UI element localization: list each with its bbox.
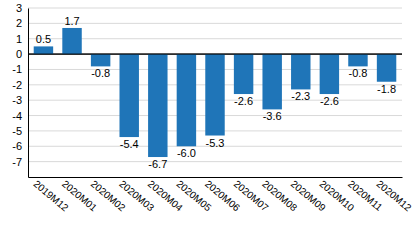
data-labels: 0.5 1.7 -0.8 -5.4 -6.7 -6.0 -5.3 -2.6 -3.6 -2.3 -2… bbox=[36, 15, 396, 170]
data-label: -2.6 bbox=[320, 95, 339, 107]
y-tick: -6 bbox=[12, 140, 28, 152]
grid bbox=[28, 8, 402, 162]
bar bbox=[348, 54, 367, 66]
data-label: -1.8 bbox=[377, 83, 396, 95]
bar bbox=[148, 54, 167, 157]
data-label: -5.3 bbox=[206, 137, 225, 149]
y-tick-label: -1 bbox=[12, 63, 22, 75]
data-label: -6.0 bbox=[177, 147, 196, 159]
y-tick: -7 bbox=[12, 156, 28, 168]
y-tick-label: -7 bbox=[12, 156, 22, 168]
bar bbox=[291, 54, 310, 89]
grid-line bbox=[28, 161, 402, 162]
data-label: 0.5 bbox=[36, 33, 51, 45]
grid-line bbox=[28, 8, 402, 9]
y-tick: 0 bbox=[16, 48, 28, 60]
data-label: -6.7 bbox=[148, 158, 167, 170]
y-tick-label: 3 bbox=[16, 2, 22, 14]
grid-line bbox=[28, 23, 402, 24]
bar bbox=[177, 54, 196, 146]
bar bbox=[205, 54, 224, 135]
x-axis-line bbox=[29, 177, 403, 178]
y-tick-label: -2 bbox=[12, 79, 22, 91]
y-tick-label: -6 bbox=[12, 140, 22, 152]
data-label: -2.3 bbox=[291, 90, 310, 102]
data-label: -2.6 bbox=[234, 95, 253, 107]
y-tick-label: -5 bbox=[12, 125, 22, 137]
bar bbox=[377, 54, 396, 82]
y-tick-label: -4 bbox=[12, 110, 22, 122]
y-tick: -4 bbox=[12, 110, 28, 122]
bar bbox=[34, 46, 53, 54]
bar bbox=[91, 54, 110, 66]
chart: 3 2 1 0 -1 -2 -3 -4 -5 -6 -7 2019M122020M012020M022… bbox=[0, 0, 416, 227]
bar bbox=[119, 54, 138, 137]
data-label: -0.8 bbox=[91, 67, 110, 79]
bar bbox=[234, 54, 253, 94]
y-axis-line bbox=[28, 9, 29, 178]
y-tick-label: 0 bbox=[16, 48, 22, 60]
grid-line bbox=[28, 54, 402, 55]
y-tick: -5 bbox=[12, 125, 28, 137]
bar bbox=[320, 54, 339, 94]
data-label: -3.6 bbox=[263, 110, 282, 122]
y-tick: -2 bbox=[12, 79, 28, 91]
data-label: -0.8 bbox=[348, 67, 367, 79]
y-axis: 3 2 1 0 -1 -2 -3 -4 -5 -6 -7 bbox=[12, 2, 28, 177]
y-tick: 3 bbox=[16, 2, 28, 14]
x-tick-label: 2020M12 bbox=[375, 178, 414, 214]
y-tick-label: 1 bbox=[16, 33, 22, 45]
bar bbox=[262, 54, 281, 109]
grid-line bbox=[28, 38, 402, 39]
y-tick-label: -3 bbox=[12, 94, 22, 106]
y-tick: -1 bbox=[12, 63, 28, 75]
x-tick: 2020M12 bbox=[375, 177, 414, 214]
y-tick: 1 bbox=[16, 33, 28, 45]
bar bbox=[62, 28, 81, 54]
bars bbox=[34, 28, 397, 157]
y-tick: -3 bbox=[12, 94, 28, 106]
y-tick: 2 bbox=[16, 17, 28, 29]
data-label: -5.4 bbox=[120, 138, 139, 150]
zero-line bbox=[28, 54, 402, 55]
y-tick-label: 2 bbox=[16, 17, 22, 29]
data-label: 1.7 bbox=[64, 15, 79, 27]
x-axis: 2019M122020M012020M022020M032020M042020M… bbox=[29, 177, 414, 214]
